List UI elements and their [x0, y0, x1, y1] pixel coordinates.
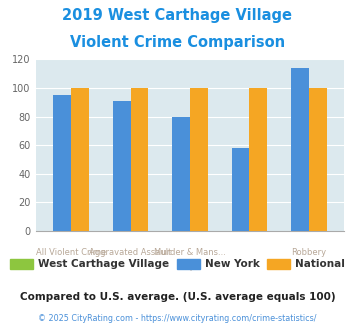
- Bar: [113, 101, 131, 231]
- Bar: [172, 116, 190, 231]
- Text: 2019 West Carthage Village: 2019 West Carthage Village: [62, 8, 293, 23]
- Text: All Violent Crime: All Violent Crime: [36, 248, 106, 257]
- Legend: West Carthage Village, New York, National: West Carthage Village, New York, Nationa…: [6, 255, 349, 274]
- Bar: [71, 88, 89, 231]
- Bar: [291, 68, 309, 231]
- Bar: [249, 88, 267, 231]
- Text: Aggravated Assault: Aggravated Assault: [89, 248, 172, 257]
- Bar: [231, 148, 249, 231]
- Text: Rape: Rape: [179, 262, 201, 271]
- Bar: [190, 88, 208, 231]
- Text: © 2025 CityRating.com - https://www.cityrating.com/crime-statistics/: © 2025 CityRating.com - https://www.city…: [38, 314, 317, 323]
- Text: Violent Crime Comparison: Violent Crime Comparison: [70, 35, 285, 50]
- Text: Robbery: Robbery: [291, 248, 326, 257]
- Text: Murder & Mans...: Murder & Mans...: [154, 248, 226, 257]
- Bar: [131, 88, 148, 231]
- Text: Compared to U.S. average. (U.S. average equals 100): Compared to U.S. average. (U.S. average …: [20, 292, 335, 302]
- Bar: [53, 95, 71, 231]
- Bar: [309, 88, 327, 231]
